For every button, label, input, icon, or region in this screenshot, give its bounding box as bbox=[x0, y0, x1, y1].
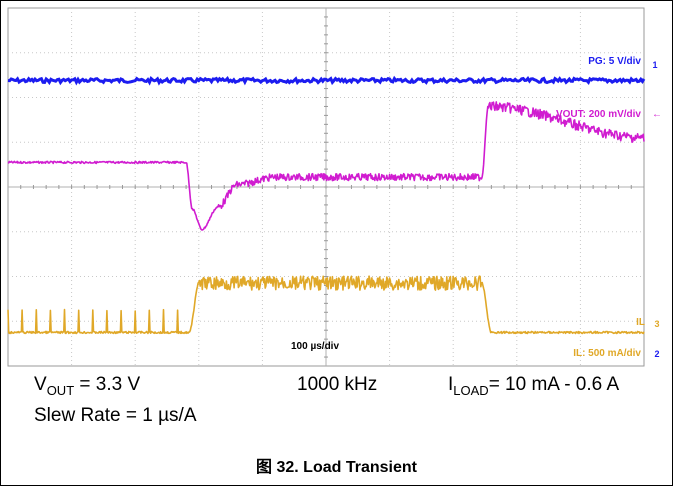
trace-vout bbox=[7, 101, 645, 231]
marker-ch3: 3 bbox=[654, 319, 659, 329]
label-il-tag: IL bbox=[636, 317, 645, 328]
traces bbox=[7, 75, 646, 335]
label-il: IL: 500 mA/div bbox=[573, 348, 641, 359]
top-border bbox=[0, 0, 673, 1]
graticule bbox=[8, 8, 645, 366]
figure-title: 图 32. Load Transient bbox=[256, 459, 417, 476]
marker-ch2: 2 bbox=[654, 349, 659, 359]
iload-caption: ILOAD= 10 mA - 0.6 A bbox=[448, 374, 620, 398]
marker-vout: ← bbox=[652, 109, 662, 120]
trace-pg bbox=[7, 75, 646, 86]
frequency-caption: 1000 kHz bbox=[297, 374, 378, 395]
marker-ch1: 1 bbox=[652, 60, 657, 70]
label-vout: VOUT: 200 mV/div bbox=[556, 109, 641, 120]
label-pg: PG: 5 V/div bbox=[588, 56, 641, 67]
channel-labels: PG: 5 V/div 1 VOUT: 200 mV/div ← IL 3 IL: 500 … bbox=[291, 56, 662, 359]
vout-caption: VOUT = 3.3 V bbox=[34, 374, 141, 398]
slew-rate-caption: Slew Rate = 1 µs/A bbox=[34, 405, 197, 426]
trace-il bbox=[7, 275, 645, 335]
time-scale-label: 100 µs/div bbox=[291, 341, 339, 352]
